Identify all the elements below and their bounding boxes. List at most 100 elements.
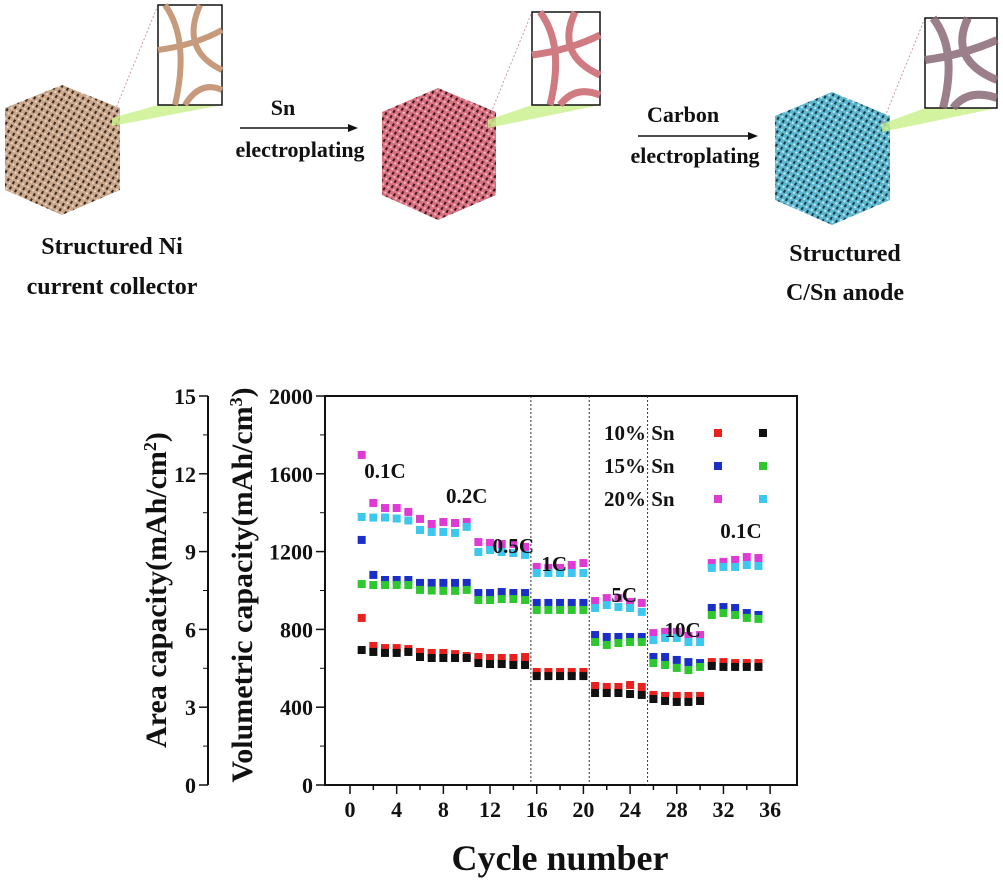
rate-label: 0.5C (493, 534, 534, 558)
carbon-arrow-top-label: Carbon (647, 102, 719, 127)
legend-marker-volumetric (759, 429, 767, 437)
data-point-series-1 (672, 697, 681, 706)
data-point-series-2 (602, 632, 611, 641)
data-point-series-0 (602, 682, 611, 691)
data-point-series-3 (556, 605, 565, 614)
data-point-series-4 (696, 631, 705, 640)
data-point-series-1 (532, 672, 541, 681)
data-point-series-4 (707, 559, 716, 568)
data-point-series-5 (742, 561, 751, 570)
data-point-series-4 (731, 555, 740, 564)
data-point-series-4 (544, 563, 553, 572)
data-point-series-4 (556, 563, 565, 572)
data-point-series-1 (404, 647, 413, 656)
data-point-series-0 (369, 641, 378, 650)
data-point-series-4 (392, 504, 401, 513)
data-point-series-4 (684, 632, 693, 641)
data-point-series-5 (672, 633, 681, 642)
data-point-series-2 (684, 658, 693, 667)
data-point-series-2 (591, 631, 600, 640)
data-point-series-3 (742, 613, 751, 622)
data-point-series-2 (532, 598, 541, 607)
data-point-series-5 (509, 548, 518, 557)
rate-label: 5C (611, 583, 637, 607)
data-point-series-4 (427, 519, 436, 528)
data-point-series-1 (544, 672, 553, 681)
data-point-series-4 (521, 542, 530, 551)
data-point-series-5 (497, 547, 506, 556)
data-point-series-3 (392, 581, 401, 590)
data-point-series-2 (381, 575, 390, 584)
data-point-series-5 (474, 547, 483, 556)
data-point-series-0 (521, 653, 530, 662)
data-point-series-1 (649, 695, 658, 704)
data-point-series-2 (392, 575, 401, 584)
data-point-series-1 (357, 646, 366, 655)
data-point-series-3 (754, 614, 763, 623)
data-point-series-3 (486, 596, 495, 605)
data-point-series-3 (509, 595, 518, 604)
data-point-series-3 (369, 581, 378, 590)
data-point-series-5 (462, 522, 471, 531)
data-point-series-2 (357, 535, 366, 544)
y-vol-tick-label: 1600 (269, 462, 313, 487)
data-point-series-1 (742, 662, 751, 671)
data-point-series-0 (672, 691, 681, 700)
legend-marker-area (714, 495, 722, 503)
sn-cube (382, 88, 496, 220)
ni-cube-group (5, 3, 224, 215)
data-point-series-2 (474, 589, 483, 598)
data-point-series-4 (626, 597, 635, 606)
data-point-series-2 (369, 570, 378, 579)
data-point-series-1 (707, 661, 716, 670)
data-point-series-1 (369, 647, 378, 656)
data-point-series-5 (649, 636, 658, 645)
data-point-series-2 (672, 655, 681, 664)
data-point-series-2 (579, 598, 588, 607)
rate-label: 10C (665, 618, 701, 642)
data-point-series-0 (474, 653, 483, 662)
data-point-series-4 (497, 540, 506, 549)
data-point-series-0 (392, 644, 401, 653)
data-point-series-4 (661, 627, 670, 636)
data-point-series-5 (357, 512, 366, 521)
data-point-series-2 (509, 589, 518, 598)
y-area-tick-label: 6 (185, 617, 196, 642)
data-point-series-4 (742, 553, 751, 562)
data-point-series-2 (486, 589, 495, 598)
data-point-series-4 (357, 450, 366, 459)
data-point-series-5 (427, 527, 436, 536)
data-point-series-0 (427, 648, 436, 657)
sn-arrow-bottom-label: electroplating (235, 137, 364, 162)
data-point-series-4 (509, 540, 518, 549)
data-point-series-5 (416, 526, 425, 535)
ni-foam-cube (5, 85, 120, 215)
rate-capability-chart: 0 4 8 12 16 20 24 28 32 3604008001200160020000369… (174, 384, 798, 822)
data-point-series-5 (602, 601, 611, 610)
y-area-tick-label: 0 (185, 773, 196, 798)
data-point-series-4 (474, 538, 483, 547)
data-point-series-4 (369, 498, 378, 507)
data-point-series-3 (427, 586, 436, 595)
csn-label-line2: C/Sn anode (786, 280, 904, 306)
data-point-series-1 (661, 696, 670, 705)
data-point-series-4 (649, 629, 658, 638)
data-point-series-3 (672, 663, 681, 672)
data-point-series-4 (591, 597, 600, 606)
data-point-series-4 (754, 554, 763, 563)
data-point-series-0 (439, 648, 448, 657)
data-point-series-2 (544, 598, 553, 607)
data-point-series-5 (486, 546, 495, 555)
data-point-series-5 (392, 514, 401, 523)
data-point-series-1 (486, 660, 495, 669)
x-tick-label: 24 (619, 797, 641, 822)
data-point-series-1 (696, 696, 705, 705)
legend-marker-volumetric (759, 495, 767, 503)
sn-arrow: Sn electroplating (235, 95, 364, 162)
data-point-series-1 (521, 660, 530, 669)
data-point-series-1 (556, 672, 565, 681)
data-point-series-2 (427, 578, 436, 587)
data-point-series-5 (707, 563, 716, 572)
data-point-series-1 (474, 659, 483, 668)
data-point-series-3 (474, 596, 483, 605)
